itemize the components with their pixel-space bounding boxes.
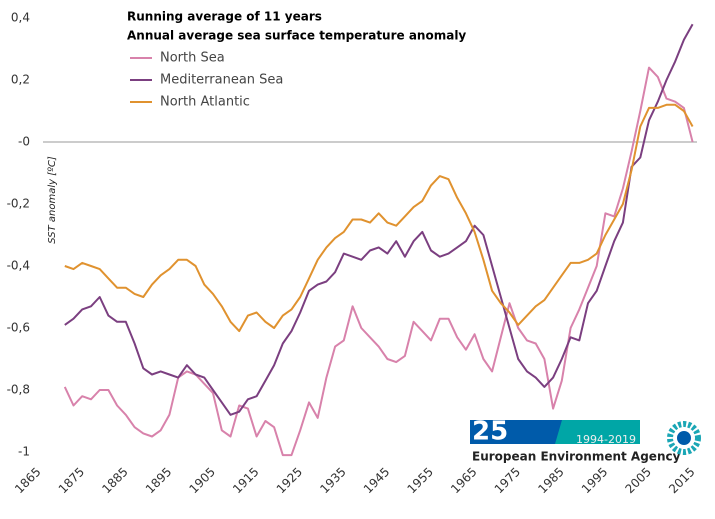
logo-emblem-core bbox=[677, 431, 691, 445]
logo-name: European Environment Agency bbox=[472, 450, 681, 464]
y-tick-label: -0 bbox=[18, 135, 30, 149]
y-tick-label: -1 bbox=[18, 445, 30, 459]
x-tick-label: 1875 bbox=[56, 465, 87, 496]
logo: 25 1994-2019 European Environment Agency bbox=[470, 417, 701, 464]
x-tick-label: 1865 bbox=[12, 465, 43, 496]
x-tick-label: 1885 bbox=[99, 465, 130, 496]
chart-subtitle: Annual average sea surface temperature a… bbox=[127, 29, 466, 43]
series-line bbox=[64, 103, 694, 333]
y-tick-label: -0,2 bbox=[7, 197, 30, 211]
logo-emblem bbox=[667, 421, 701, 455]
y-tick-label: 0,4 bbox=[11, 11, 30, 25]
x-tick-label: 1935 bbox=[317, 465, 348, 496]
x-tick-label: 2015 bbox=[666, 465, 697, 496]
x-tick-label: 1965 bbox=[448, 465, 479, 496]
x-tick-label: 1955 bbox=[404, 465, 435, 496]
y-axis-label: SST anomaly [ºC] bbox=[47, 156, 58, 244]
x-tick-label: 1905 bbox=[186, 465, 217, 496]
logo-band bbox=[555, 420, 640, 444]
x-tick-label: 1945 bbox=[361, 465, 392, 496]
y-tick-label: -0,6 bbox=[7, 321, 30, 335]
x-tick-label: 2005 bbox=[622, 465, 653, 496]
logo-number: 25 bbox=[472, 417, 508, 447]
y-tick-label: -0,8 bbox=[7, 383, 30, 397]
y-tick-label: -0,4 bbox=[7, 259, 30, 273]
logo-years: 1994-2019 bbox=[576, 433, 636, 446]
x-tick-label: 1985 bbox=[535, 465, 566, 496]
legend-label: North Atlantic bbox=[160, 95, 250, 110]
x-tick-label: 1925 bbox=[274, 465, 305, 496]
x-tick-label: 1995 bbox=[579, 465, 610, 496]
x-tick-label: 1915 bbox=[230, 465, 261, 496]
chart-title: Running average of 11 years bbox=[127, 10, 322, 24]
series-line bbox=[63, 66, 694, 457]
series-line bbox=[64, 23, 694, 416]
y-tick-label: 0,2 bbox=[11, 73, 30, 87]
x-tick-label: 1895 bbox=[143, 465, 174, 496]
legend-label: North Sea bbox=[160, 51, 225, 66]
x-tick-label: 1975 bbox=[492, 465, 523, 496]
logo-bar bbox=[470, 420, 562, 444]
legend-label: Mediterranean Sea bbox=[160, 73, 283, 88]
